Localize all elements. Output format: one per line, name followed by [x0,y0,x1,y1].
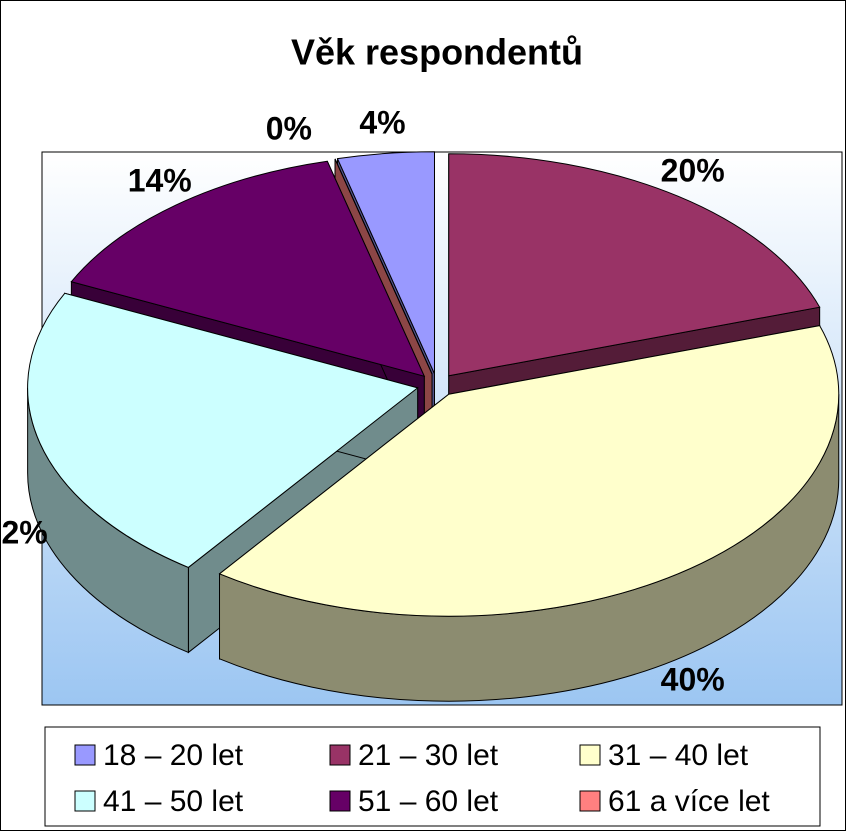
data-label: 40% [661,661,725,697]
data-label: 14% [128,163,192,199]
slice [218,325,840,702]
legend-label: 61 a více let [608,785,770,818]
chart-title: Věk respondentů [291,32,583,73]
slice-top [334,158,433,375]
legend-swatch [329,790,351,812]
legend-label: 31 – 40 let [608,739,749,772]
data-label: 22% [0,515,48,551]
data-label: 0% [266,111,312,147]
legend-swatch [329,744,351,766]
data-label: 4% [359,105,405,141]
legend-swatch [579,744,601,766]
legend-label: 51 – 60 let [358,785,499,818]
slice-top [448,153,821,377]
legend-label: 18 – 20 let [103,739,244,772]
slice-top [27,292,419,569]
data-label: 20% [661,152,725,188]
legend-swatch [579,790,601,812]
legend-swatch [74,790,96,812]
legend-label: 41 – 50 let [103,785,244,818]
legend [44,726,821,827]
legend-swatch [74,744,96,766]
legend-label: 21 – 30 let [358,739,499,772]
slice-top [336,151,435,374]
slice-top [218,325,840,617]
slice-top [70,160,426,377]
